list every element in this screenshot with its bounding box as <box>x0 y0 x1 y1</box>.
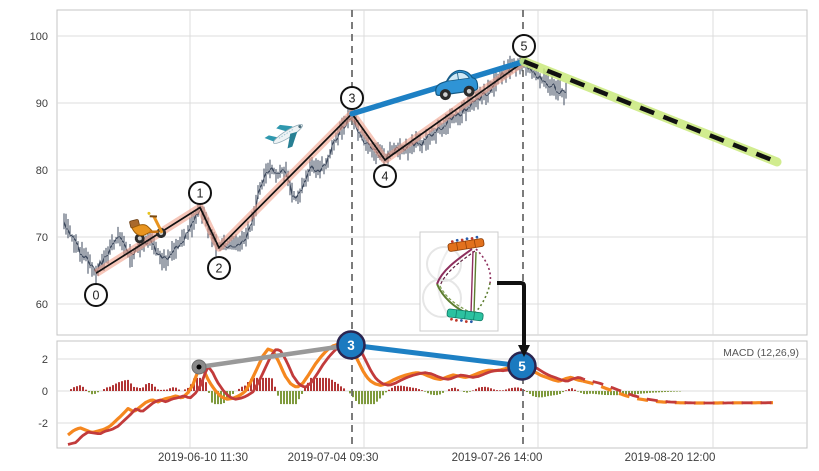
elliott-wave-lines <box>93 56 782 277</box>
price-tick-90: 90 <box>36 98 48 110</box>
x-tick-4: 2019-08-20 12:00 <box>625 452 716 464</box>
x-tick-2: 2019-07-04 09:30 <box>288 452 379 464</box>
macd-wave-circle-3: 3 <box>336 330 366 360</box>
wave-circle-0: 0 <box>84 283 108 307</box>
roller-coaster-inset <box>419 231 499 332</box>
price-tick-70: 70 <box>36 232 48 244</box>
wave-circle-4: 4 <box>373 164 397 188</box>
gridlines <box>57 10 807 448</box>
macd-wave-circle-5: 5 <box>507 351 537 381</box>
macd-indicator-label: MACD (12,26,9) <box>723 347 799 359</box>
wave-number-circles: 0 1 2 3 4 5 <box>84 34 536 307</box>
scooter-icon <box>129 211 167 244</box>
airplane-icon <box>264 124 303 149</box>
x-tick-3: 2019-07-26 14:00 <box>452 452 543 464</box>
svg-text:3: 3 <box>347 338 355 353</box>
macd-gray-reference-line <box>191 342 352 375</box>
wave-circle-1: 1 <box>188 181 212 205</box>
car-icon <box>435 69 479 101</box>
svg-text:4: 4 <box>382 170 389 184</box>
x-tick-1: 2019-06-10 11:30 <box>158 452 248 464</box>
price-tick-100: 100 <box>30 31 48 43</box>
wave-circle-2: 2 <box>207 256 231 280</box>
price-tick-80: 80 <box>36 165 48 177</box>
macd-tick-2: 2 <box>42 354 48 366</box>
svg-text:2: 2 <box>216 262 223 276</box>
svg-text:0: 0 <box>93 289 100 303</box>
macd-trendline <box>348 342 525 369</box>
svg-text:5: 5 <box>518 359 526 374</box>
wave-circle-3: 3 <box>340 86 364 110</box>
svg-text:5: 5 <box>521 40 528 54</box>
macd-tick-0: 0 <box>42 386 48 398</box>
svg-text:1: 1 <box>197 187 204 201</box>
macd-tick--2: -2 <box>38 418 48 430</box>
macd-signal-lines <box>67 342 773 446</box>
inset-connector-arrow <box>497 281 530 357</box>
price-tick-60: 60 <box>36 299 48 311</box>
wave-circle-5: 5 <box>512 34 536 58</box>
svg-text:3: 3 <box>349 92 356 106</box>
